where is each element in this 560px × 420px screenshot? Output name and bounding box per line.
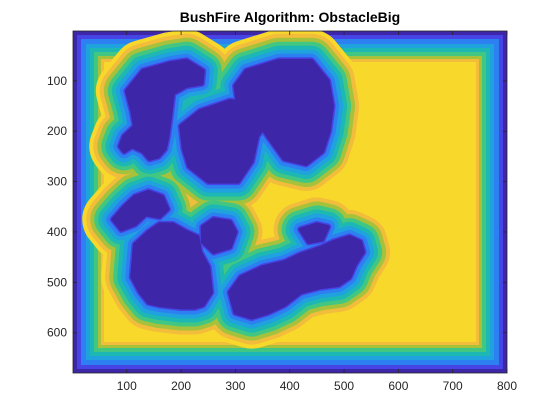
y-axis: 100 200 300 400 500 600 — [47, 74, 507, 340]
y-tick-label: 200 — [47, 124, 67, 138]
y-tick-label: 500 — [47, 275, 67, 289]
obstacle — [200, 217, 238, 255]
x-tick-label: 600 — [388, 379, 408, 393]
x-tick-label: 400 — [280, 379, 300, 393]
x-tick-label: 500 — [334, 379, 354, 393]
obstacle — [228, 235, 366, 320]
y-tick-label: 100 — [47, 74, 67, 88]
obstacle — [179, 99, 270, 184]
x-tick-label: 800 — [497, 379, 517, 393]
y-tick-label: 600 — [47, 326, 67, 340]
chart-title: BushFire Algorithm: ObstacleBig — [179, 9, 401, 25]
obstacle-layer — [111, 58, 366, 320]
x-tick-label: 700 — [443, 379, 463, 393]
obstacle — [111, 189, 170, 232]
x-axis: 100 200 300 400 500 600 700 800 — [117, 31, 517, 393]
obstacle — [130, 222, 213, 310]
x-tick-label: 300 — [225, 379, 245, 393]
y-tick-label: 400 — [47, 225, 67, 239]
y-tick-label: 300 — [47, 175, 67, 189]
obstacle — [118, 58, 205, 161]
obstacle — [298, 222, 330, 244]
x-tick-label: 200 — [171, 379, 191, 393]
x-tick-label: 100 — [117, 379, 137, 393]
